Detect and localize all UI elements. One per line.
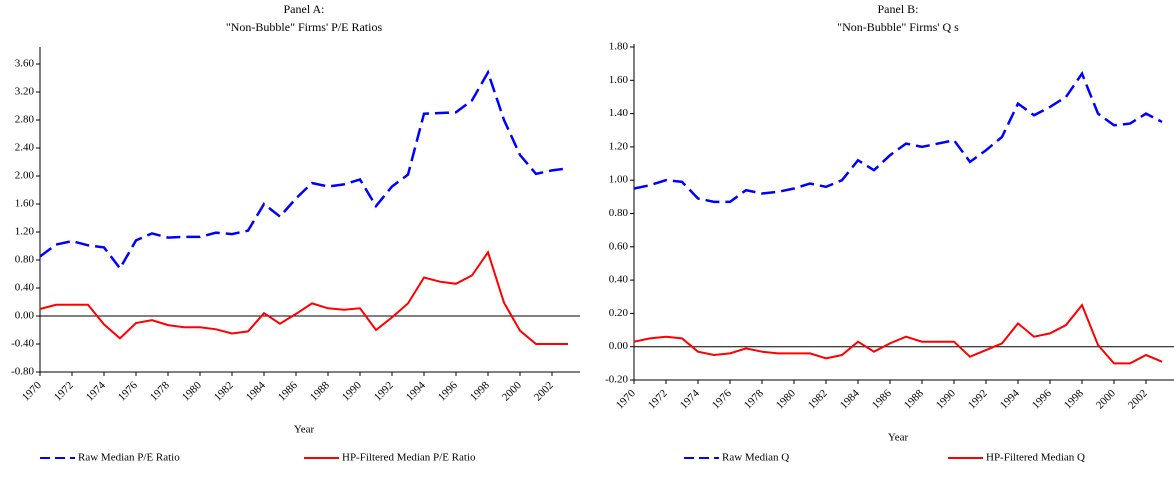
x-tick-label: 1994 <box>998 387 1022 411</box>
y-tick-label: 1.60 <box>15 198 35 210</box>
chart-title: Panel B: <box>878 2 919 16</box>
chart-title: Panel A: <box>284 2 325 16</box>
x-tick-label: 1976 <box>710 387 734 411</box>
x-axis-title: Year <box>294 424 315 436</box>
x-tick-label: 1998 <box>1062 387 1086 411</box>
y-tick-label: -0.40 <box>11 338 34 350</box>
y-tick-label: 1.40 <box>609 107 629 119</box>
x-tick-label: 1980 <box>774 387 798 411</box>
chart-title: "Non-Bubble" Firms' Q s <box>837 20 959 34</box>
y-tick-label: 0.40 <box>15 282 35 294</box>
x-tick-label: 1986 <box>276 379 300 403</box>
x-tick-label: 1980 <box>180 379 204 403</box>
x-tick-label: 2002 <box>532 379 556 403</box>
x-tick-label: 1978 <box>148 379 172 403</box>
x-tick-label: 2002 <box>1126 387 1150 411</box>
y-tick-label: 2.00 <box>15 170 35 182</box>
y-tick-label: 1.60 <box>609 74 629 86</box>
x-tick-label: 1974 <box>84 379 108 403</box>
y-tick-label: 1.20 <box>15 226 35 238</box>
legend-label: Raw Median P/E Ratio <box>78 452 180 464</box>
y-tick-label: -0.80 <box>11 366 34 378</box>
x-tick-label: 1994 <box>404 379 428 403</box>
x-tick-label: 1992 <box>966 387 990 411</box>
y-tick-label: 2.40 <box>15 142 35 154</box>
y-tick-label: 1.80 <box>609 41 629 53</box>
legend-label: Raw Median Q <box>722 452 789 464</box>
x-tick-label: 1972 <box>52 379 76 403</box>
chart-title: "Non-Bubble" Firms' P/E Ratios <box>226 20 383 34</box>
y-tick-label: 1.00 <box>609 174 629 186</box>
x-tick-label: 1996 <box>436 379 460 403</box>
y-tick-label: 0.20 <box>609 307 629 319</box>
x-tick-label: 1990 <box>340 379 364 403</box>
x-tick-label: 1982 <box>806 387 830 411</box>
x-tick-label: 2000 <box>500 379 524 403</box>
y-tick-label: 0.80 <box>609 207 629 219</box>
x-tick-label: 1972 <box>646 387 670 411</box>
x-tick-label: 1988 <box>902 387 926 411</box>
y-tick-label: 1.20 <box>609 140 629 152</box>
y-tick-label: 3.60 <box>15 58 35 70</box>
y-tick-label: 2.80 <box>15 114 35 126</box>
series-line <box>633 71 1163 204</box>
x-tick-label: 1986 <box>870 387 894 411</box>
x-tick-label: 1998 <box>468 379 492 403</box>
series-line <box>633 303 1163 365</box>
y-tick-label: 3.20 <box>15 86 35 98</box>
x-tick-label: 1978 <box>742 387 766 411</box>
legend-label: HP-Filtered Median P/E Ratio <box>342 452 476 464</box>
x-tick-label: 1982 <box>212 379 236 403</box>
y-tick-label: -0.20 <box>605 374 628 386</box>
x-tick-label: 2000 <box>1094 387 1118 411</box>
x-axis-title: Year <box>888 432 909 444</box>
x-tick-label: 1974 <box>678 387 702 411</box>
y-tick-label: 0.80 <box>15 254 35 266</box>
x-tick-label: 1984 <box>838 387 862 411</box>
x-tick-label: 1984 <box>244 379 268 403</box>
x-tick-label: 1976 <box>116 379 140 403</box>
series-line <box>39 69 569 271</box>
y-tick-label: 0.00 <box>609 340 629 352</box>
x-tick-label: 1992 <box>372 379 396 403</box>
y-tick-label: 0.00 <box>15 310 35 322</box>
legend-label: HP-Filtered Median Q <box>986 452 1085 464</box>
x-tick-label: 1970 <box>614 387 638 411</box>
x-tick-label: 1988 <box>308 379 332 403</box>
x-tick-label: 1970 <box>20 379 44 403</box>
y-tick-label: 0.40 <box>609 274 629 286</box>
x-tick-label: 1990 <box>934 387 958 411</box>
x-tick-label: 1996 <box>1030 387 1054 411</box>
series-line <box>39 250 568 345</box>
y-tick-label: 0.60 <box>609 240 629 252</box>
